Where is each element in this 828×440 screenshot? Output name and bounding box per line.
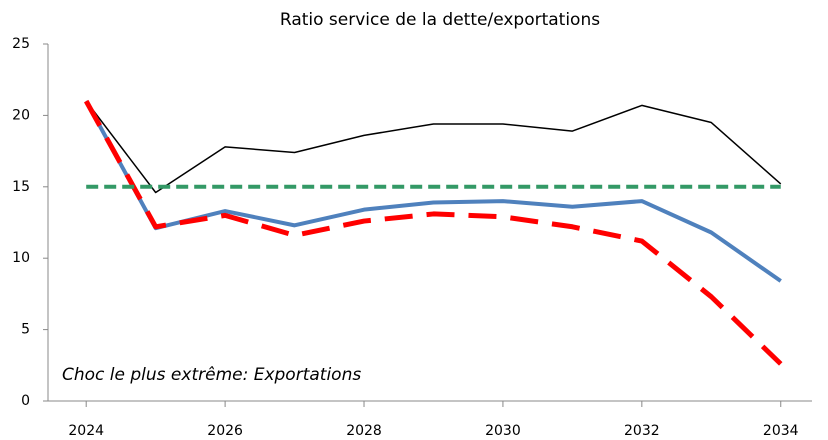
y-tick-label: 10 (12, 250, 30, 266)
x-tick-label: 2032 (624, 423, 660, 439)
chart-title: Ratio service de la dette/exportations (280, 10, 600, 30)
y-tick-label: 25 (12, 36, 30, 52)
x-tick-label: 2034 (763, 423, 799, 439)
y-tick-label: 15 (12, 179, 30, 195)
x-tick-label: 2026 (207, 423, 243, 439)
x-tick-label: 2028 (346, 423, 382, 439)
series-line (85, 100, 782, 194)
y-tick-label: 20 (12, 107, 30, 123)
annotation: Choc le plus extrême: Exportations (62, 365, 361, 385)
x-tick-label: 2030 (485, 423, 521, 439)
x-tick-label: 2024 (68, 423, 104, 439)
y-tick-label: 5 (21, 322, 30, 338)
y-tick-label: 0 (21, 393, 30, 409)
series-line (84, 99, 783, 366)
series-line (84, 100, 782, 283)
